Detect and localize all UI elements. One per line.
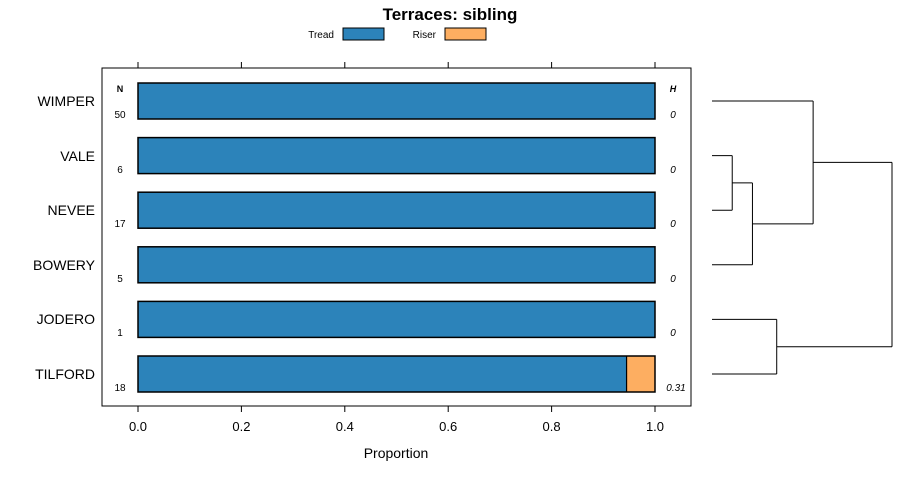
- n-value: 17: [114, 219, 126, 230]
- bar-outline-nevee: [137, 191, 656, 229]
- x-tick-label: 1.0: [646, 419, 664, 434]
- n-value: 50: [114, 110, 126, 121]
- bar-tread-nevee: [138, 192, 655, 229]
- bar-outline-vale: [137, 136, 656, 175]
- h-header: H: [670, 84, 677, 94]
- legend-label-riser: Riser: [413, 30, 437, 41]
- dendrogram: [712, 100, 893, 375]
- x-tick-label: 0.6: [439, 419, 457, 434]
- chart-title: Terraces: sibling: [383, 5, 518, 24]
- bar-outline-bowery: [137, 246, 656, 284]
- bar-tread-tilford: [138, 356, 627, 392]
- legend-swatch-riser: [444, 27, 487, 41]
- row-label: VALE: [60, 148, 95, 164]
- x-tick-label: 0.8: [543, 419, 561, 434]
- legend-label-tread: Tread: [308, 30, 334, 41]
- legend: Tread Riser: [308, 27, 487, 41]
- legend-swatch-tread: [342, 27, 385, 41]
- row-label: BOWERY: [33, 257, 96, 273]
- h-value: 0: [670, 165, 676, 176]
- h-value: 0: [670, 274, 676, 285]
- bars: [137, 82, 656, 393]
- h-value: 0: [670, 219, 676, 230]
- x-tick-label: 0.2: [232, 419, 250, 434]
- bar-tread-vale: [138, 137, 655, 174]
- x-tick-label: 0.4: [336, 419, 354, 434]
- bar-outline-tilford: [137, 355, 656, 393]
- row-labels: WIMPER VALE NEVEE BOWERY JODERO TILFORD: [33, 93, 96, 382]
- row-label: TILFORD: [35, 366, 95, 382]
- h-value: 0: [670, 110, 676, 121]
- n-value: 6: [117, 165, 123, 176]
- bar-tread-jodero: [138, 301, 655, 338]
- row-label: JODERO: [37, 311, 95, 327]
- n-value: 5: [117, 274, 123, 285]
- bar-outline-wimper: [137, 82, 656, 120]
- n-value: 1: [117, 328, 123, 339]
- row-label: NEVEE: [48, 202, 95, 218]
- n-value: 18: [114, 383, 126, 394]
- bar-tread-bowery: [138, 246, 655, 283]
- n-header: N: [117, 84, 124, 94]
- x-axis: 0.0 0.2 0.4 0.6 0.8 1.0: [129, 62, 664, 434]
- row-label: WIMPER: [37, 93, 95, 109]
- x-axis-title: Proportion: [364, 445, 429, 461]
- h-value: 0.31: [666, 383, 685, 394]
- h-values: 0 0 0 0 0 0.31: [666, 110, 685, 394]
- n-values: 50 6 17 5 1 18: [114, 110, 126, 394]
- x-tick-label: 0.0: [129, 419, 147, 434]
- h-value: 0: [670, 328, 676, 339]
- bar-riser-tilford: [626, 356, 655, 392]
- bar-outline-jodero: [137, 300, 656, 339]
- plot-panel: [101, 67, 692, 407]
- bar-tread-wimper: [138, 83, 655, 119]
